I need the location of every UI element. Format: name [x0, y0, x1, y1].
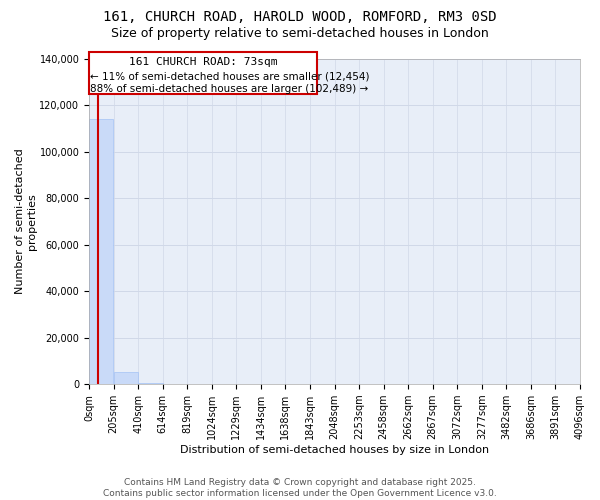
Text: 161, CHURCH ROAD, HAROLD WOOD, ROMFORD, RM3 0SD: 161, CHURCH ROAD, HAROLD WOOD, ROMFORD, …	[103, 10, 497, 24]
Text: Size of property relative to semi-detached houses in London: Size of property relative to semi-detach…	[111, 28, 489, 40]
Text: 161 CHURCH ROAD: 73sqm: 161 CHURCH ROAD: 73sqm	[129, 58, 277, 68]
Text: 88% of semi-detached houses are larger (102,489) →: 88% of semi-detached houses are larger (…	[90, 84, 368, 94]
Bar	[89, 120, 113, 384]
Bar	[114, 372, 138, 384]
X-axis label: Distribution of semi-detached houses by size in London: Distribution of semi-detached houses by …	[180, 445, 489, 455]
Text: ← 11% of semi-detached houses are smaller (12,454): ← 11% of semi-detached houses are smalle…	[90, 72, 370, 82]
Bar	[139, 383, 163, 384]
Y-axis label: Number of semi-detached
properties: Number of semi-detached properties	[15, 148, 37, 294]
Text: Contains HM Land Registry data © Crown copyright and database right 2025.
Contai: Contains HM Land Registry data © Crown c…	[103, 478, 497, 498]
Bar	[89, 52, 317, 94]
